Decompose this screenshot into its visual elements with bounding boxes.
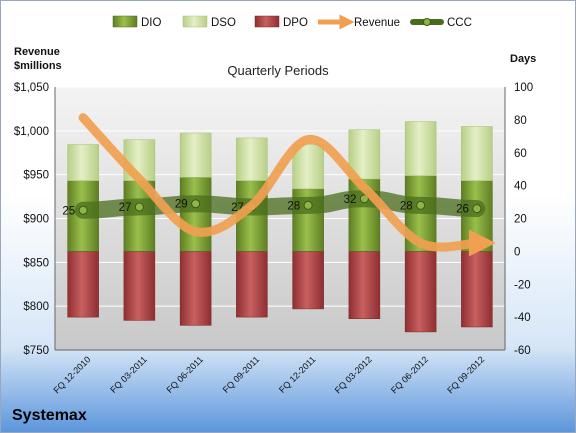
right-tick-label: 0: [514, 246, 520, 258]
dpo-bar: [123, 251, 156, 321]
dso-bar: [179, 132, 212, 178]
right-tick-label: 100: [514, 82, 533, 94]
dso-bar: [461, 126, 493, 181]
right-tick-label: 40: [514, 181, 527, 193]
left-tick-label: $800: [23, 301, 49, 313]
dso-bar: [236, 137, 268, 181]
ccc-label: 28: [287, 200, 300, 212]
legend-label-revenue: Revenue: [354, 17, 400, 29]
ccc-label: 26: [456, 204, 469, 216]
legend-swatch-dso: [182, 15, 208, 28]
left-axis-label-line2: $millions: [14, 60, 62, 72]
legend-label-dso: DSO: [211, 17, 236, 29]
revenue-series: [78, 113, 496, 257]
ccc-label: 27: [119, 202, 132, 214]
right-tick-label: -20: [514, 279, 531, 291]
dio-bar: [179, 177, 212, 252]
dpo-bar: [67, 251, 99, 318]
legend-label-ccc: CCC: [447, 17, 472, 29]
ccc-point: [191, 199, 201, 209]
ccc-label: 25: [62, 205, 75, 217]
dpo-bar: [348, 251, 381, 320]
left-tick-label: $850: [23, 257, 49, 269]
ccc-line: [74, 190, 486, 219]
dpo-bar: [404, 251, 437, 333]
legend-swatch-dpo: [254, 15, 280, 28]
ccc-label: 29: [175, 199, 188, 211]
dso-bar: [292, 144, 324, 190]
left-tick-label: $750: [23, 345, 49, 357]
dpo-bar: [461, 251, 493, 328]
right-tick-label: -60: [514, 345, 531, 357]
revenue-line: [78, 113, 496, 257]
left-tick-label: $1,000: [14, 126, 49, 138]
right-tick-label: 20: [514, 214, 527, 226]
right-axis-label: Days: [510, 53, 536, 65]
right-tick-label: -40: [514, 312, 531, 324]
dso-bar: [67, 144, 99, 181]
ccc-point: [134, 202, 144, 212]
ccc-point: [416, 200, 426, 210]
legend-label-dpo: DPO: [283, 17, 308, 29]
left-axis-label-line1: Revenue: [14, 46, 60, 58]
legend: DIO DSO DPO Revenue CCC: [112, 14, 472, 30]
left-tick-label: $1,050: [14, 82, 49, 94]
dpo-bar: [292, 251, 324, 310]
left-tick-label: $900: [23, 214, 49, 226]
legend-marker-ccc: [423, 18, 431, 26]
ccc-label: 28: [400, 200, 413, 212]
right-tick-label: 80: [514, 115, 527, 127]
dso-bar: [404, 121, 437, 177]
ccc-point: [472, 204, 482, 214]
ccc-point: [303, 200, 313, 210]
dpo-bar: [179, 251, 212, 326]
legend-label-dio: DIO: [141, 17, 162, 29]
ccc-point: [78, 205, 88, 215]
chart-title: Quarterly Periods: [227, 63, 329, 78]
legend-swatch-dio: [112, 15, 138, 28]
company-name: Systemax: [12, 407, 87, 424]
right-tick-label: 60: [514, 148, 527, 160]
ccc-label: 32: [344, 194, 357, 206]
dpo-bar: [236, 251, 268, 318]
left-tick-label: $950: [23, 170, 49, 182]
ccc-point: [359, 194, 369, 204]
